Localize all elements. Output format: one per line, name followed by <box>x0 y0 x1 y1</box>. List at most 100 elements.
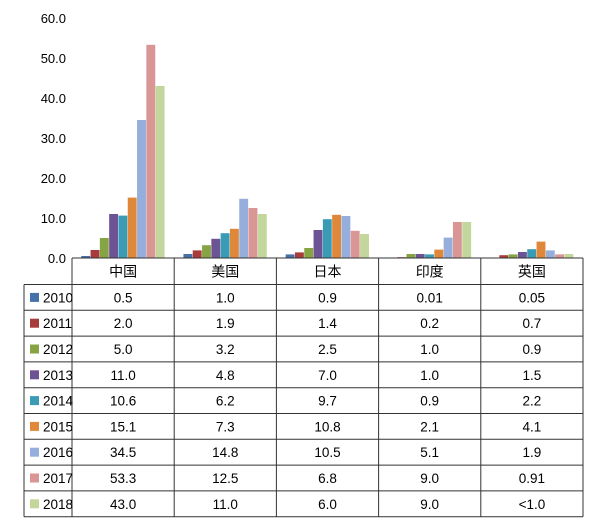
category-label: 印度 <box>416 264 444 280</box>
legend-label: 2010 <box>43 290 73 305</box>
table-cell: 6.2 <box>216 394 235 409</box>
table-cell: 1.4 <box>318 316 337 331</box>
table-cell: 7.0 <box>318 368 337 383</box>
table-cell: 0.05 <box>519 290 545 305</box>
legend-swatch-2010 <box>30 292 39 302</box>
table-cell: 43.0 <box>110 497 136 512</box>
bar-2014-3 <box>425 254 434 258</box>
y-tick-label: 30.0 <box>41 131 66 146</box>
table-cell: 6.8 <box>318 471 337 486</box>
bar-2015-0 <box>127 197 137 258</box>
bar-2012-0 <box>99 238 109 258</box>
category-label: 日本 <box>314 264 342 280</box>
legend-label: 2016 <box>43 445 73 460</box>
bar-2016-4 <box>545 250 555 258</box>
legend-swatch-2018 <box>30 499 39 509</box>
bar-2013-3 <box>415 254 425 258</box>
bar-series <box>81 44 574 258</box>
bar-2016-3 <box>443 237 453 258</box>
table-cell: 0.9 <box>318 290 337 305</box>
legend-label: 2012 <box>43 342 73 357</box>
table-cell: 15.1 <box>110 419 136 434</box>
bar-2018-2 <box>360 234 369 258</box>
bar-2018-1 <box>257 214 267 258</box>
legend-label: 2011 <box>43 316 72 331</box>
bar-2015-4 <box>536 241 546 258</box>
bar-2011-1 <box>192 250 202 258</box>
table-cell: 2.5 <box>318 342 337 357</box>
bar-2017-3 <box>452 222 462 258</box>
bar-2010-0 <box>81 256 91 258</box>
bar-2017-1 <box>248 208 258 258</box>
bar-2010-1 <box>183 254 193 258</box>
legend-label: 2017 <box>43 471 73 486</box>
bar-2017-4 <box>555 254 565 258</box>
bar-2016-2 <box>341 216 351 258</box>
table-cell: 1.9 <box>216 316 235 331</box>
table-cell: 4.1 <box>523 419 542 434</box>
bar-2011-4 <box>499 255 509 258</box>
table-cell: 1.5 <box>523 368 542 383</box>
bar-2013-4 <box>517 252 527 258</box>
bar-2012-3 <box>406 254 416 258</box>
bar-2012-4 <box>508 254 518 258</box>
table-cell: 10.5 <box>314 445 340 460</box>
bar-2012-1 <box>202 245 211 258</box>
category-label: 美国 <box>211 264 239 280</box>
bar-2016-0 <box>137 120 146 258</box>
table-cell: 5.0 <box>114 342 133 357</box>
bar-2015-2 <box>332 214 342 258</box>
legend-label: 2015 <box>43 419 73 434</box>
legend-swatch-2013 <box>30 370 39 380</box>
y-tick-label: 0.0 <box>48 251 66 266</box>
bar-2013-0 <box>109 214 119 258</box>
table-cell: 53.3 <box>110 471 136 486</box>
table-cell: 0.9 <box>523 342 542 357</box>
bar-2014-0 <box>118 215 128 258</box>
table-cell: 9.0 <box>420 471 439 486</box>
table-cell: 11.0 <box>213 497 238 512</box>
y-tick-label: 10.0 <box>41 211 66 226</box>
bar-2011-2 <box>294 252 304 258</box>
table-cell: 1.0 <box>420 342 439 357</box>
table-cell: 2.2 <box>523 394 542 409</box>
table-cell: 34.5 <box>110 445 136 460</box>
y-tick-label: 60.0 <box>41 11 66 26</box>
bar-2018-3 <box>462 222 472 258</box>
table-cell: 9.0 <box>420 497 439 512</box>
bar-2018-0 <box>155 86 165 258</box>
legend-swatch-2017 <box>30 473 39 483</box>
table-cell: 10.8 <box>314 419 340 434</box>
y-tick-label: 40.0 <box>41 91 66 106</box>
table-cell: 0.9 <box>420 394 439 409</box>
bar-2018-4 <box>564 254 574 258</box>
table-cell: 5.1 <box>420 445 439 460</box>
table-cell: 1.0 <box>216 290 235 305</box>
category-label: 中国 <box>109 264 137 280</box>
legend-label: 2014 <box>43 394 74 409</box>
table-cell: 7.3 <box>216 419 235 434</box>
table-cell: 1.9 <box>523 445 542 460</box>
table-cell: 6.0 <box>318 497 337 512</box>
legend-swatch-2011 <box>30 318 39 328</box>
table-cell: 0.91 <box>519 471 545 486</box>
bar-2017-0 <box>146 44 156 258</box>
bar-2013-1 <box>211 238 221 258</box>
bar-2016-1 <box>239 198 249 258</box>
table-cell: 2.0 <box>114 316 133 331</box>
table-cell: 0.01 <box>417 290 443 305</box>
bar-2014-1 <box>220 233 230 258</box>
legend-swatch-2015 <box>30 421 39 431</box>
bar-2010-2 <box>285 254 295 258</box>
table-cell: <1.0 <box>519 497 546 512</box>
table-cell: 10.6 <box>110 394 136 409</box>
legend-swatch-2016 <box>30 447 39 457</box>
legend-swatch-2014 <box>30 396 39 406</box>
table-cell: 4.8 <box>216 368 235 383</box>
table-cell: 2.1 <box>420 419 439 434</box>
y-tick-label: 20.0 <box>41 171 66 186</box>
table-cell: 0.5 <box>114 290 133 305</box>
table-cell: 12.5 <box>212 471 238 486</box>
legend-label: 2013 <box>43 368 73 383</box>
